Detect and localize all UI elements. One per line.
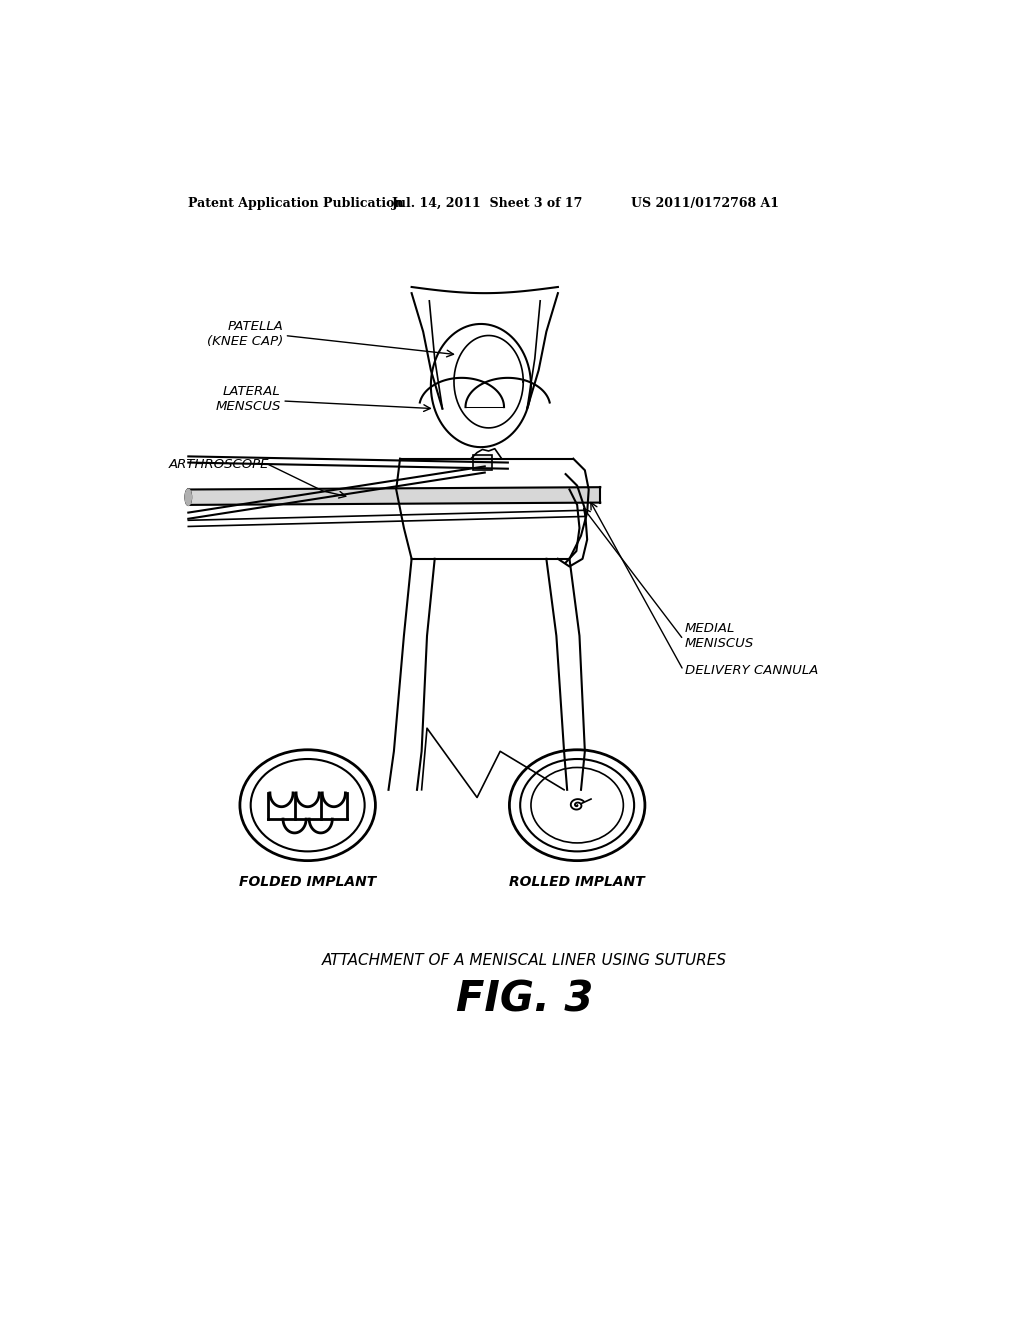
Text: Jul. 14, 2011  Sheet 3 of 17: Jul. 14, 2011 Sheet 3 of 17 — [392, 197, 584, 210]
Text: ARTHROSCOPE: ARTHROSCOPE — [169, 458, 269, 471]
Text: FIG. 3: FIG. 3 — [456, 978, 594, 1020]
Text: ATTACHMENT OF A MENISCAL LINER USING SUTURES: ATTACHMENT OF A MENISCAL LINER USING SUT… — [323, 953, 727, 969]
Text: FOLDED IMPLANT: FOLDED IMPLANT — [239, 875, 376, 890]
Text: DELIVERY CANNULA: DELIVERY CANNULA — [685, 664, 818, 677]
Text: MEDIAL
MENISCUS: MEDIAL MENISCUS — [685, 622, 755, 649]
Ellipse shape — [185, 490, 191, 506]
Polygon shape — [188, 487, 600, 506]
Text: ROLLED IMPLANT: ROLLED IMPLANT — [509, 875, 645, 890]
FancyBboxPatch shape — [473, 455, 493, 470]
Text: Patent Application Publication: Patent Application Publication — [188, 197, 403, 210]
Text: PATELLA
(KNEE CAP): PATELLA (KNEE CAP) — [207, 319, 283, 348]
Text: US 2011/0172768 A1: US 2011/0172768 A1 — [631, 197, 779, 210]
Text: LATERAL
MENSCUS: LATERAL MENSCUS — [215, 384, 281, 413]
